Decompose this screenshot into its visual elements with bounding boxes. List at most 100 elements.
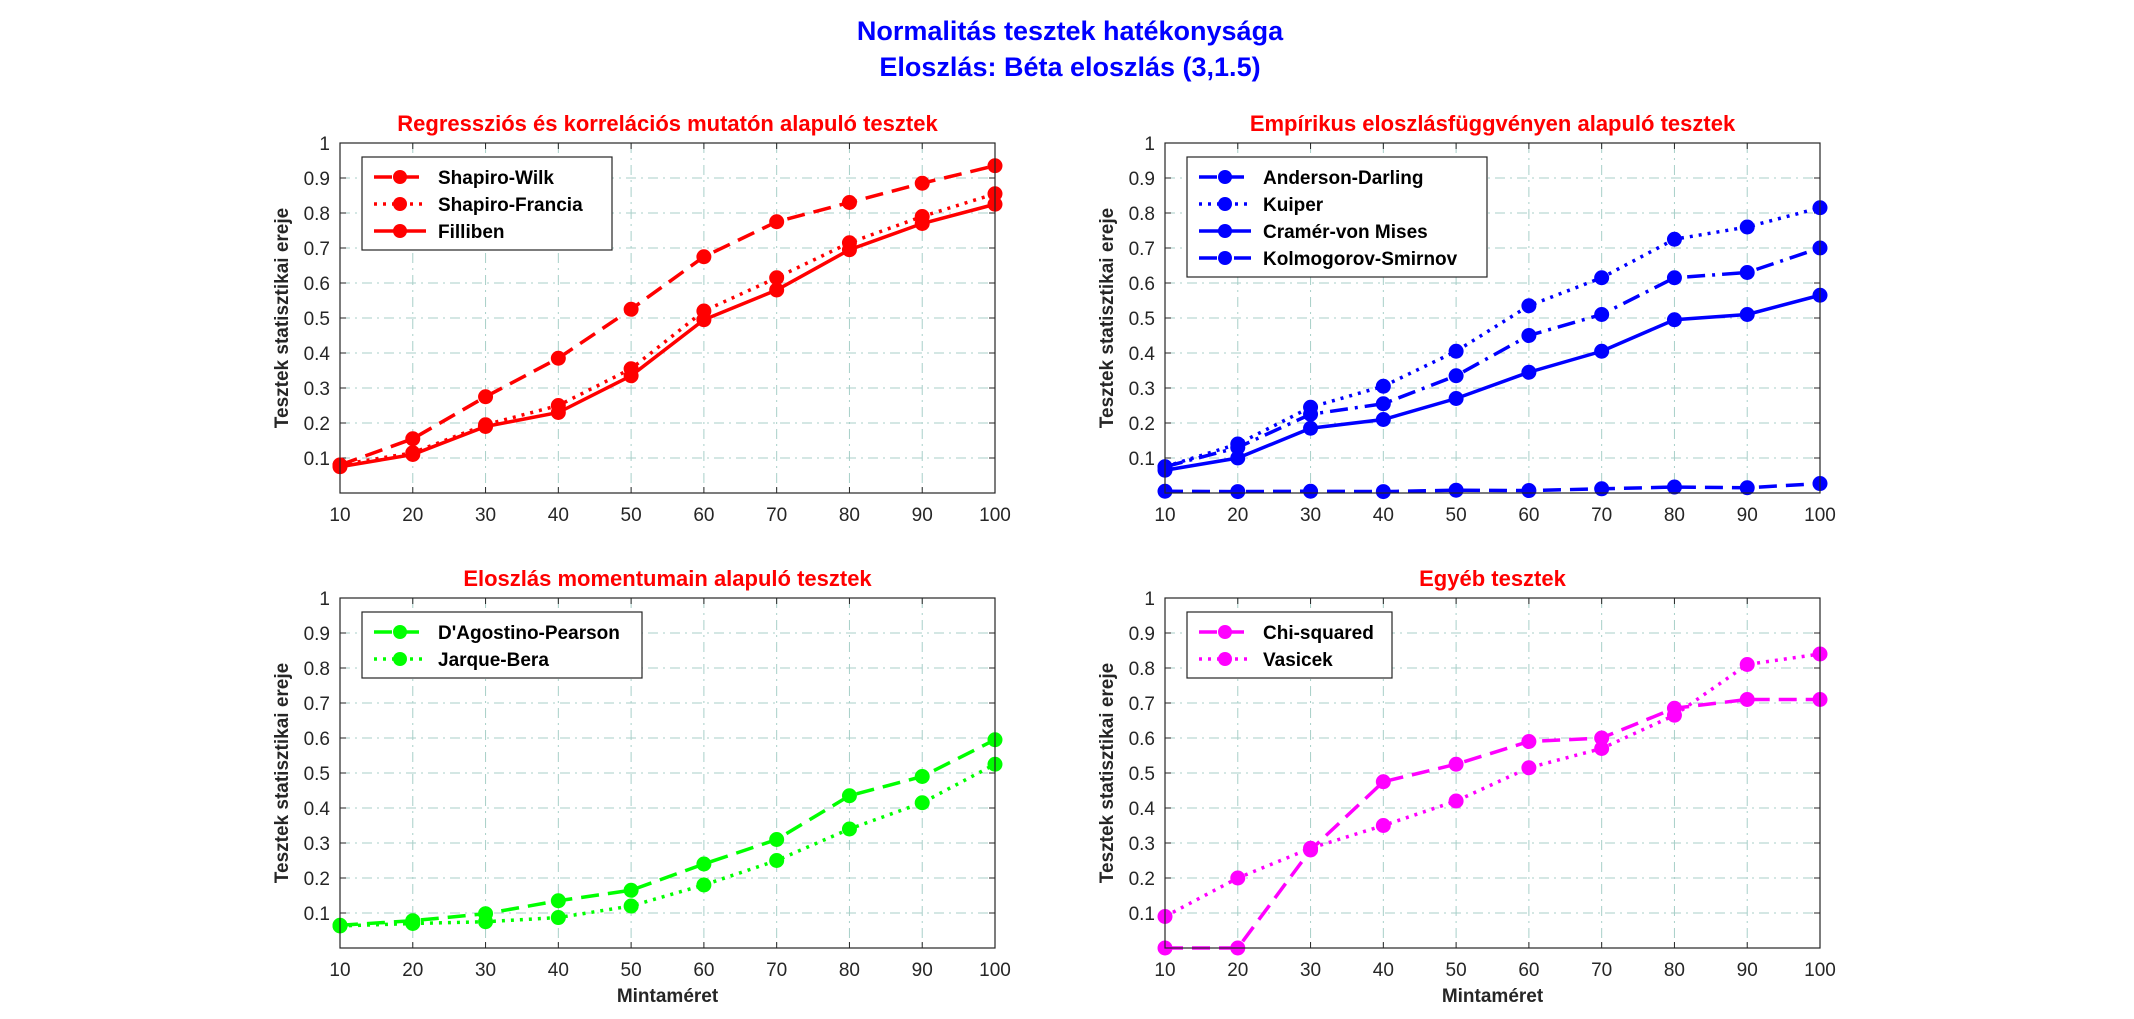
data-point — [914, 769, 930, 784]
data-point — [478, 914, 494, 930]
y-tick-label: 0.2 — [304, 869, 330, 890]
panel-title: Egyéb tesztek — [1419, 566, 1566, 591]
y-axis-label: Tesztek statisztikai ereje — [272, 663, 293, 883]
x-tick-label: 20 — [1227, 505, 1248, 526]
x-tick-label: 90 — [1737, 505, 1758, 526]
data-point — [1448, 343, 1464, 359]
data-point — [623, 301, 639, 317]
data-point — [550, 350, 566, 366]
data-point — [1521, 298, 1537, 314]
legend: D'Agostino-Pearson Jarque-Bera — [361, 611, 643, 679]
x-tick-label: 40 — [548, 505, 569, 526]
x-tick-label: 20 — [1227, 960, 1248, 981]
y-tick-label: 0.4 — [304, 344, 331, 365]
panel-title: Empírikus eloszlásfüggvényen alapuló tes… — [1250, 111, 1736, 136]
data-point — [1666, 270, 1682, 286]
data-point — [1521, 760, 1537, 776]
y-tick-label: 0.6 — [1129, 274, 1155, 295]
legend-marker — [1218, 625, 1232, 639]
data-point — [1739, 692, 1755, 707]
data-point — [1739, 480, 1755, 496]
data-point — [550, 405, 566, 420]
figure-title-line-2: Eloszlás: Béta eloszlás (3,1.5) — [879, 52, 1260, 82]
x-tick-label: 50 — [1446, 960, 1467, 981]
legend-entry: Jarque-Bera — [438, 650, 549, 671]
y-tick-label: 0.8 — [304, 204, 330, 225]
data-point — [550, 893, 566, 909]
data-point — [478, 389, 494, 405]
panels: 10 20 30 40 50 60 70 80 90 100 0.1 0.2 0.3 0.4 0.5 0.6 0… — [272, 111, 1836, 1007]
panel-title: Regressziós és korrelációs mutatón alapu… — [397, 111, 938, 136]
series-line — [339, 738, 996, 927]
data-point — [1666, 231, 1682, 247]
y-tick-label: 0.6 — [304, 729, 330, 750]
figure-title-line-1: Normalitás tesztek hatékonysága — [857, 16, 1284, 46]
data-point — [1521, 328, 1537, 343]
legend-marker — [1218, 251, 1232, 265]
x-tick-label: 30 — [475, 960, 496, 981]
data-point — [1666, 312, 1682, 328]
data-point — [1375, 412, 1391, 427]
x-tick-label: 20 — [402, 960, 423, 981]
legend-entry: Anderson-Darling — [1263, 168, 1423, 189]
legend-box — [1186, 611, 1393, 679]
data-point — [623, 898, 639, 914]
x-tick-label: 10 — [1154, 505, 1175, 526]
x-tick-label: 50 — [621, 960, 642, 981]
y-tick-label: 0.3 — [304, 379, 330, 400]
x-tick-label: 30 — [1300, 960, 1321, 981]
data-point — [1230, 484, 1246, 500]
data-point — [405, 916, 421, 931]
x-tick-label: 50 — [1446, 505, 1467, 526]
legend-box — [361, 611, 643, 679]
y-tick-label: 0.7 — [1129, 239, 1155, 260]
legend-marker — [393, 197, 407, 211]
data-point — [1448, 793, 1464, 809]
y-tick-label: 0.7 — [304, 239, 330, 260]
y-tick-label: 0.5 — [1129, 309, 1155, 330]
y-tick-label: 1 — [1144, 134, 1155, 155]
y-tick-label: 0.7 — [304, 694, 330, 715]
y-tick-label: 0.1 — [304, 449, 330, 470]
legend-entry: Kuiper — [1263, 195, 1324, 216]
data-point — [696, 877, 712, 893]
data-point — [696, 249, 712, 265]
data-point — [1521, 364, 1537, 380]
data-point — [769, 214, 785, 230]
panel-4: 10 20 30 40 50 60 70 80 90 100 0.1 0.2 0.3 0.4 0.5 0.6 0… — [1097, 566, 1836, 1007]
x-tick-label: 60 — [693, 960, 714, 981]
data-point — [841, 242, 857, 258]
legend-entry: Chi-squared — [1263, 623, 1374, 644]
series-1 — [1157, 692, 1828, 956]
data-point — [914, 216, 930, 231]
data-point — [1594, 343, 1610, 359]
data-point — [1375, 774, 1391, 790]
y-tick-label: 0.5 — [1129, 764, 1155, 785]
y-tick-label: 0.8 — [1129, 204, 1155, 225]
data-point — [1666, 479, 1682, 495]
data-point — [1521, 483, 1537, 499]
series-1 — [332, 158, 1003, 473]
series-line — [1164, 206, 1821, 469]
y-tick-label: 0.1 — [304, 904, 330, 925]
data-point — [1594, 270, 1610, 286]
y-tick-label: 0.3 — [1129, 379, 1155, 400]
y-tick-label: 0.3 — [1129, 834, 1155, 855]
data-point — [769, 282, 785, 298]
x-tick-label: 100 — [979, 960, 1011, 981]
x-tick-label: 40 — [1373, 960, 1394, 981]
data-point — [841, 788, 857, 804]
y-tick-label: 0.9 — [1129, 624, 1155, 645]
legend-entry: D'Agostino-Pearson — [438, 623, 620, 644]
data-point — [841, 195, 857, 210]
legend-entry: Shapiro-Francia — [438, 195, 583, 216]
x-tick-label: 90 — [912, 960, 933, 981]
y-tick-label: 0.6 — [304, 274, 330, 295]
legend-marker — [1218, 170, 1232, 184]
x-axis-label: Mintaméret — [617, 986, 719, 1007]
y-tick-label: 1 — [1144, 589, 1155, 610]
data-point — [1448, 756, 1464, 772]
data-point — [1375, 378, 1391, 394]
series-2 — [1157, 646, 1828, 924]
data-point — [1303, 483, 1319, 499]
